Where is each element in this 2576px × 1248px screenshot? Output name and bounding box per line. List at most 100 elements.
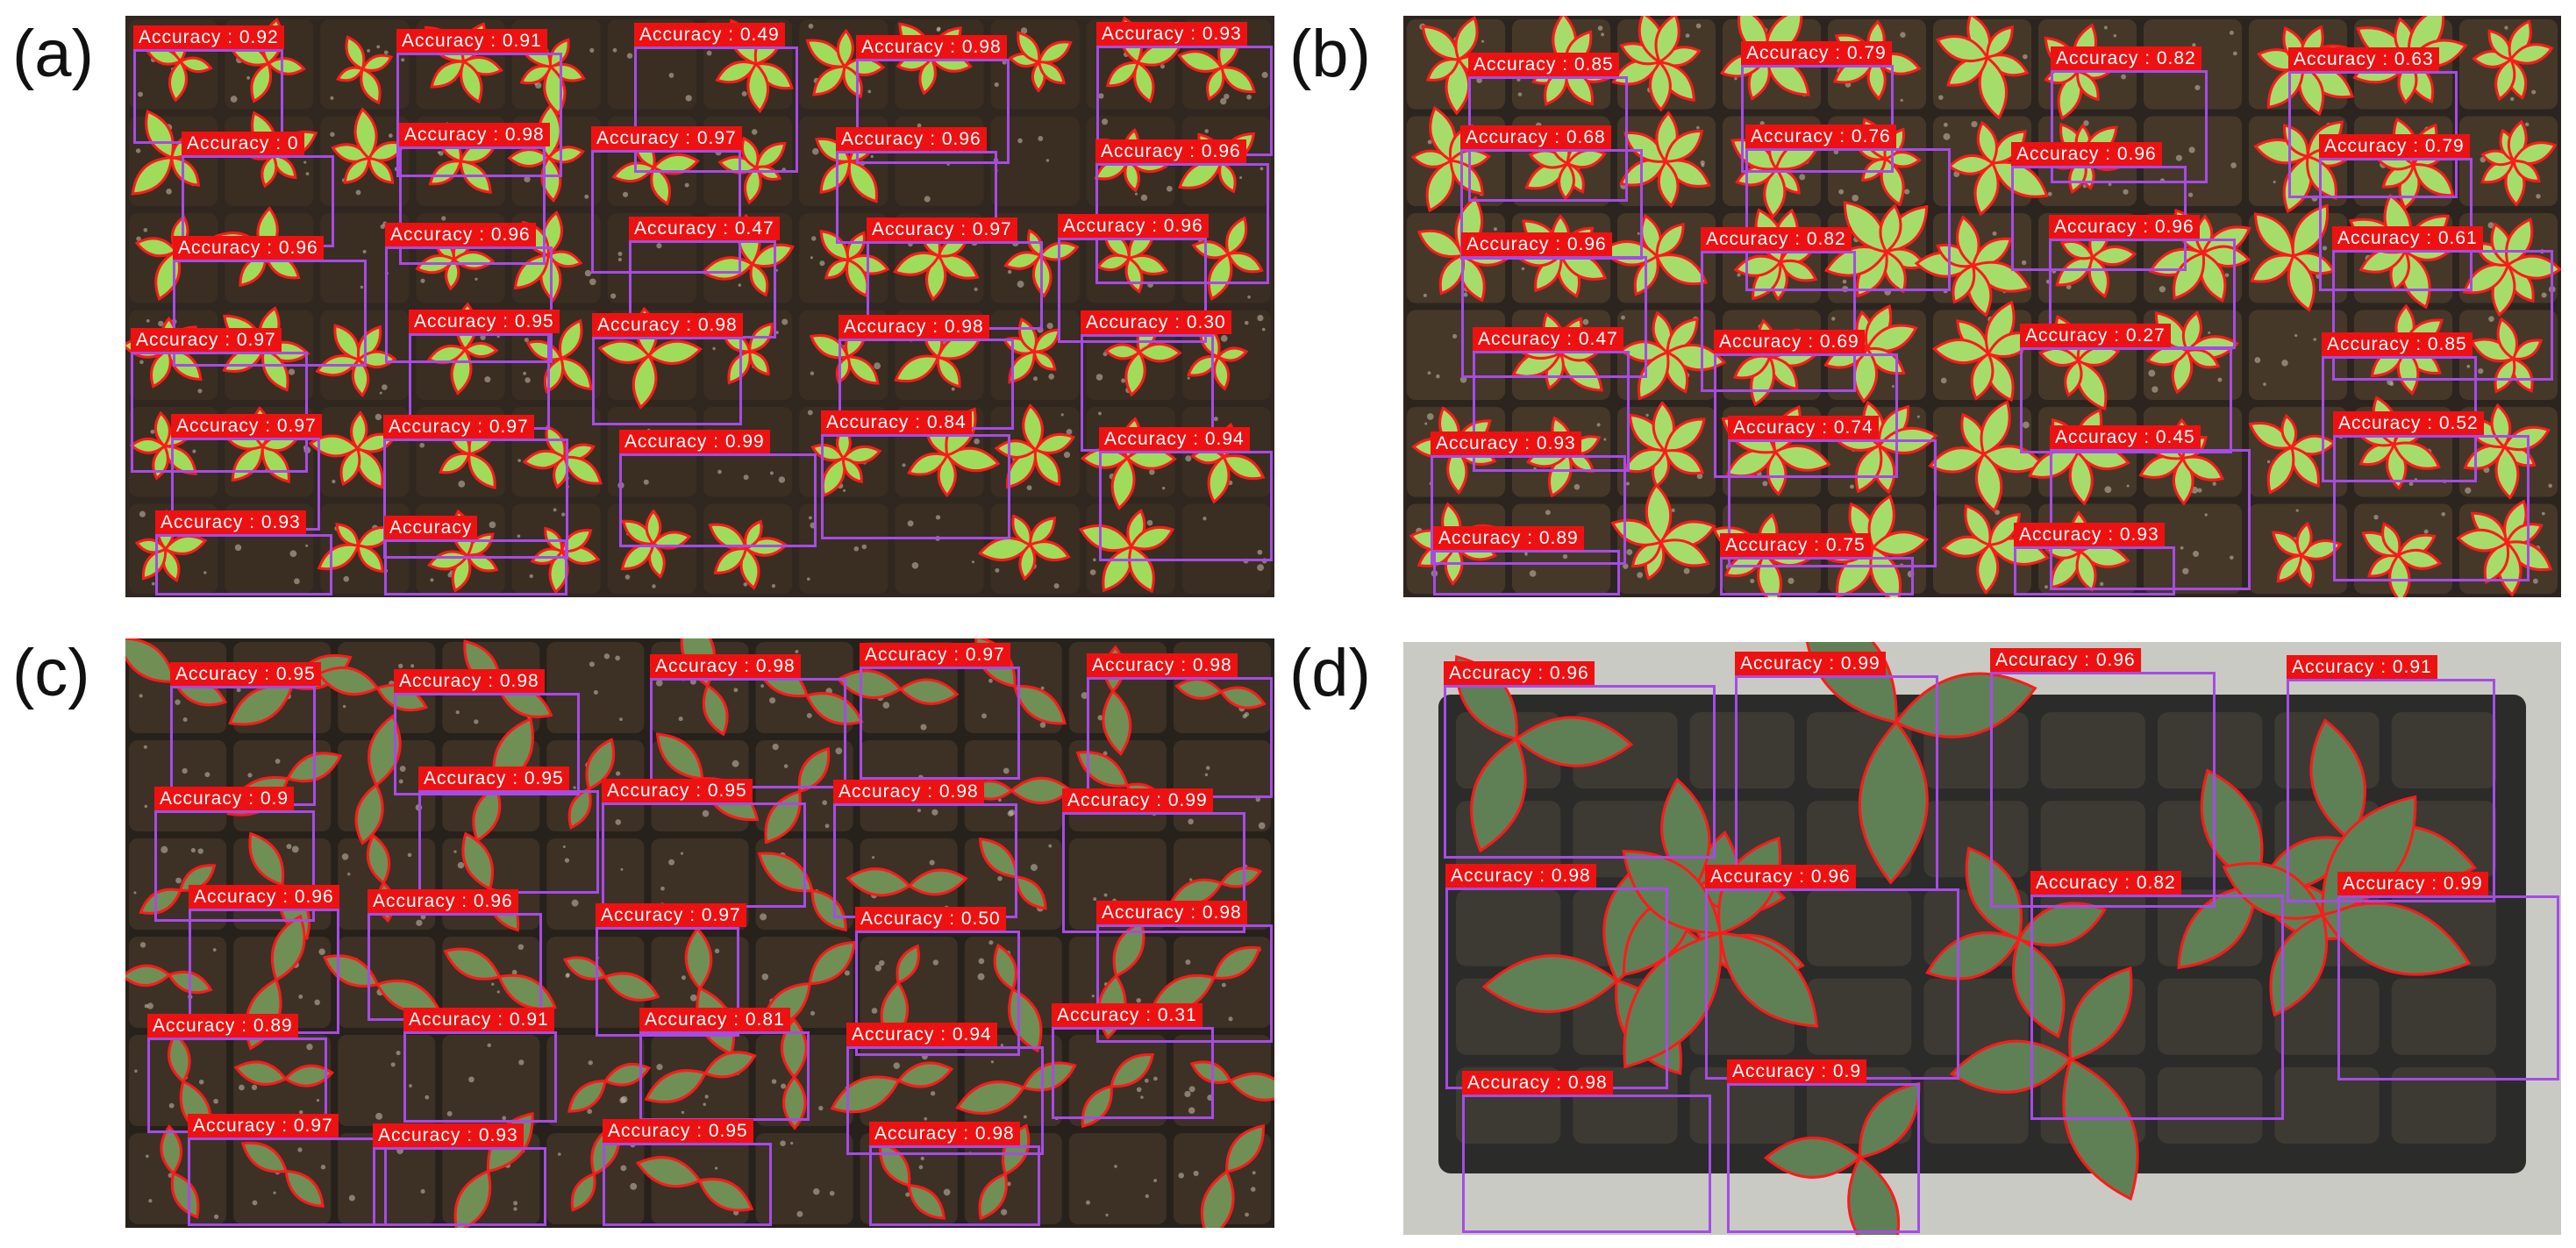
- perlite: [1053, 583, 1060, 589]
- accuracy-label: Accuracy : 0.61: [2332, 226, 2483, 250]
- bounding-box: [603, 1143, 772, 1226]
- leaf-mask: [2250, 253, 2295, 283]
- perlite: [2232, 51, 2237, 56]
- perlite: [305, 172, 310, 176]
- perlite: [1596, 423, 1601, 427]
- perlite: [139, 360, 144, 365]
- leaf-mask: [168, 59, 188, 103]
- leaf-mask: [1213, 354, 1231, 391]
- perlite: [1048, 374, 1055, 380]
- perlite: [615, 771, 621, 776]
- perlite: [197, 848, 203, 854]
- plant: [708, 519, 788, 590]
- leaf-mask: [2287, 253, 2316, 312]
- accuracy-label: Accuracy : 0.9: [1727, 1059, 1867, 1083]
- perlite: [2197, 488, 2202, 493]
- perlite: [931, 1091, 936, 1096]
- leaf-mask: [460, 59, 483, 104]
- perlite: [771, 1079, 777, 1084]
- plant: [139, 864, 217, 915]
- leaf-mask: [603, 972, 660, 1002]
- leaf-mask: [1952, 263, 1976, 304]
- leaf-mask: [782, 1074, 807, 1130]
- perlite: [808, 24, 814, 29]
- perlite: [680, 852, 684, 855]
- plant: [2272, 521, 2343, 588]
- perlite: [1900, 32, 1906, 38]
- leaf-mask: [1987, 512, 2021, 547]
- leaf-mask: [978, 838, 1018, 879]
- accuracy-label: Accuracy : 0.45: [2050, 425, 2201, 449]
- perlite: [571, 899, 579, 907]
- perlite: [806, 712, 812, 718]
- perlite: [1250, 1187, 1256, 1192]
- perlite: [573, 786, 576, 789]
- leaf-mask: [1075, 751, 1130, 788]
- bounding-box: [1462, 1095, 1711, 1233]
- leaf-mask: [1978, 55, 2009, 120]
- perlite: [143, 745, 147, 749]
- perlite: [1637, 232, 1640, 235]
- accuracy-label: Accuracy : 0.93: [1431, 431, 1581, 455]
- leaf-mask: [1225, 1123, 1265, 1173]
- leaf-mask: [1566, 148, 1607, 169]
- perlite: [1246, 94, 1252, 100]
- leaf-mask: [645, 509, 662, 546]
- perlite: [620, 1165, 627, 1172]
- perlite: [246, 75, 251, 80]
- perlite: [806, 577, 810, 581]
- perlite: [347, 873, 351, 876]
- leaf-mask: [2068, 450, 2094, 506]
- leaf-mask: [1470, 737, 1527, 853]
- leaf-mask: [1015, 875, 1047, 910]
- bounding-box: [1431, 455, 1626, 565]
- leaf-mask: [160, 1124, 183, 1176]
- leaf-mask: [559, 318, 583, 360]
- perlite: [455, 710, 460, 715]
- perlite: [341, 853, 349, 860]
- perlite: [1423, 293, 1427, 297]
- leaf-mask: [2012, 937, 2066, 1038]
- plant: [567, 1063, 652, 1113]
- leaf-mask: [2295, 521, 2313, 558]
- perlite: [2192, 43, 2196, 47]
- perlite: [2281, 360, 2288, 367]
- accuracy-label: Accuracy : 0.98: [869, 1122, 1020, 1145]
- bounding-box: [1990, 672, 2216, 908]
- leaf-mask: [632, 353, 658, 410]
- perlite: [844, 970, 850, 976]
- perlite: [1916, 415, 1920, 418]
- perlite: [1244, 711, 1250, 717]
- perlite: [1904, 189, 1910, 195]
- leaf-mask: [651, 531, 692, 550]
- accuracy-label: Accuracy : 0.47: [1473, 327, 1623, 351]
- bounding-box: [1099, 451, 1273, 561]
- perlite: [977, 973, 985, 981]
- bounding-box: [592, 337, 742, 425]
- perlite: [2441, 512, 2446, 517]
- leaf-mask: [426, 345, 467, 365]
- perlite: [1493, 227, 1498, 232]
- bounding-box: [1701, 251, 1856, 392]
- tray-cell: [2040, 801, 2145, 878]
- leaf-mask: [2253, 212, 2295, 258]
- plant: [2462, 218, 2561, 317]
- leaf-mask: [439, 452, 471, 474]
- perlite: [213, 1098, 218, 1104]
- accuracy-label: Accuracy : 0.93: [155, 510, 306, 534]
- tray-cell: [2040, 712, 2145, 789]
- bounding-box: [155, 534, 332, 595]
- perlite: [813, 1187, 820, 1195]
- perlite: [468, 1076, 475, 1083]
- leaf-mask: [134, 237, 179, 258]
- perlite: [630, 1182, 638, 1190]
- perlite: [1030, 864, 1038, 872]
- leaf-mask: [336, 66, 365, 82]
- accuracy-label: Accuracy : 0.79: [2319, 134, 2470, 158]
- perlite: [2224, 273, 2230, 277]
- leaf-mask: [1763, 1136, 1862, 1179]
- leaf-mask: [1976, 543, 2000, 595]
- bounding-box: [396, 53, 562, 177]
- perlite: [355, 189, 361, 196]
- perlite: [1060, 413, 1064, 417]
